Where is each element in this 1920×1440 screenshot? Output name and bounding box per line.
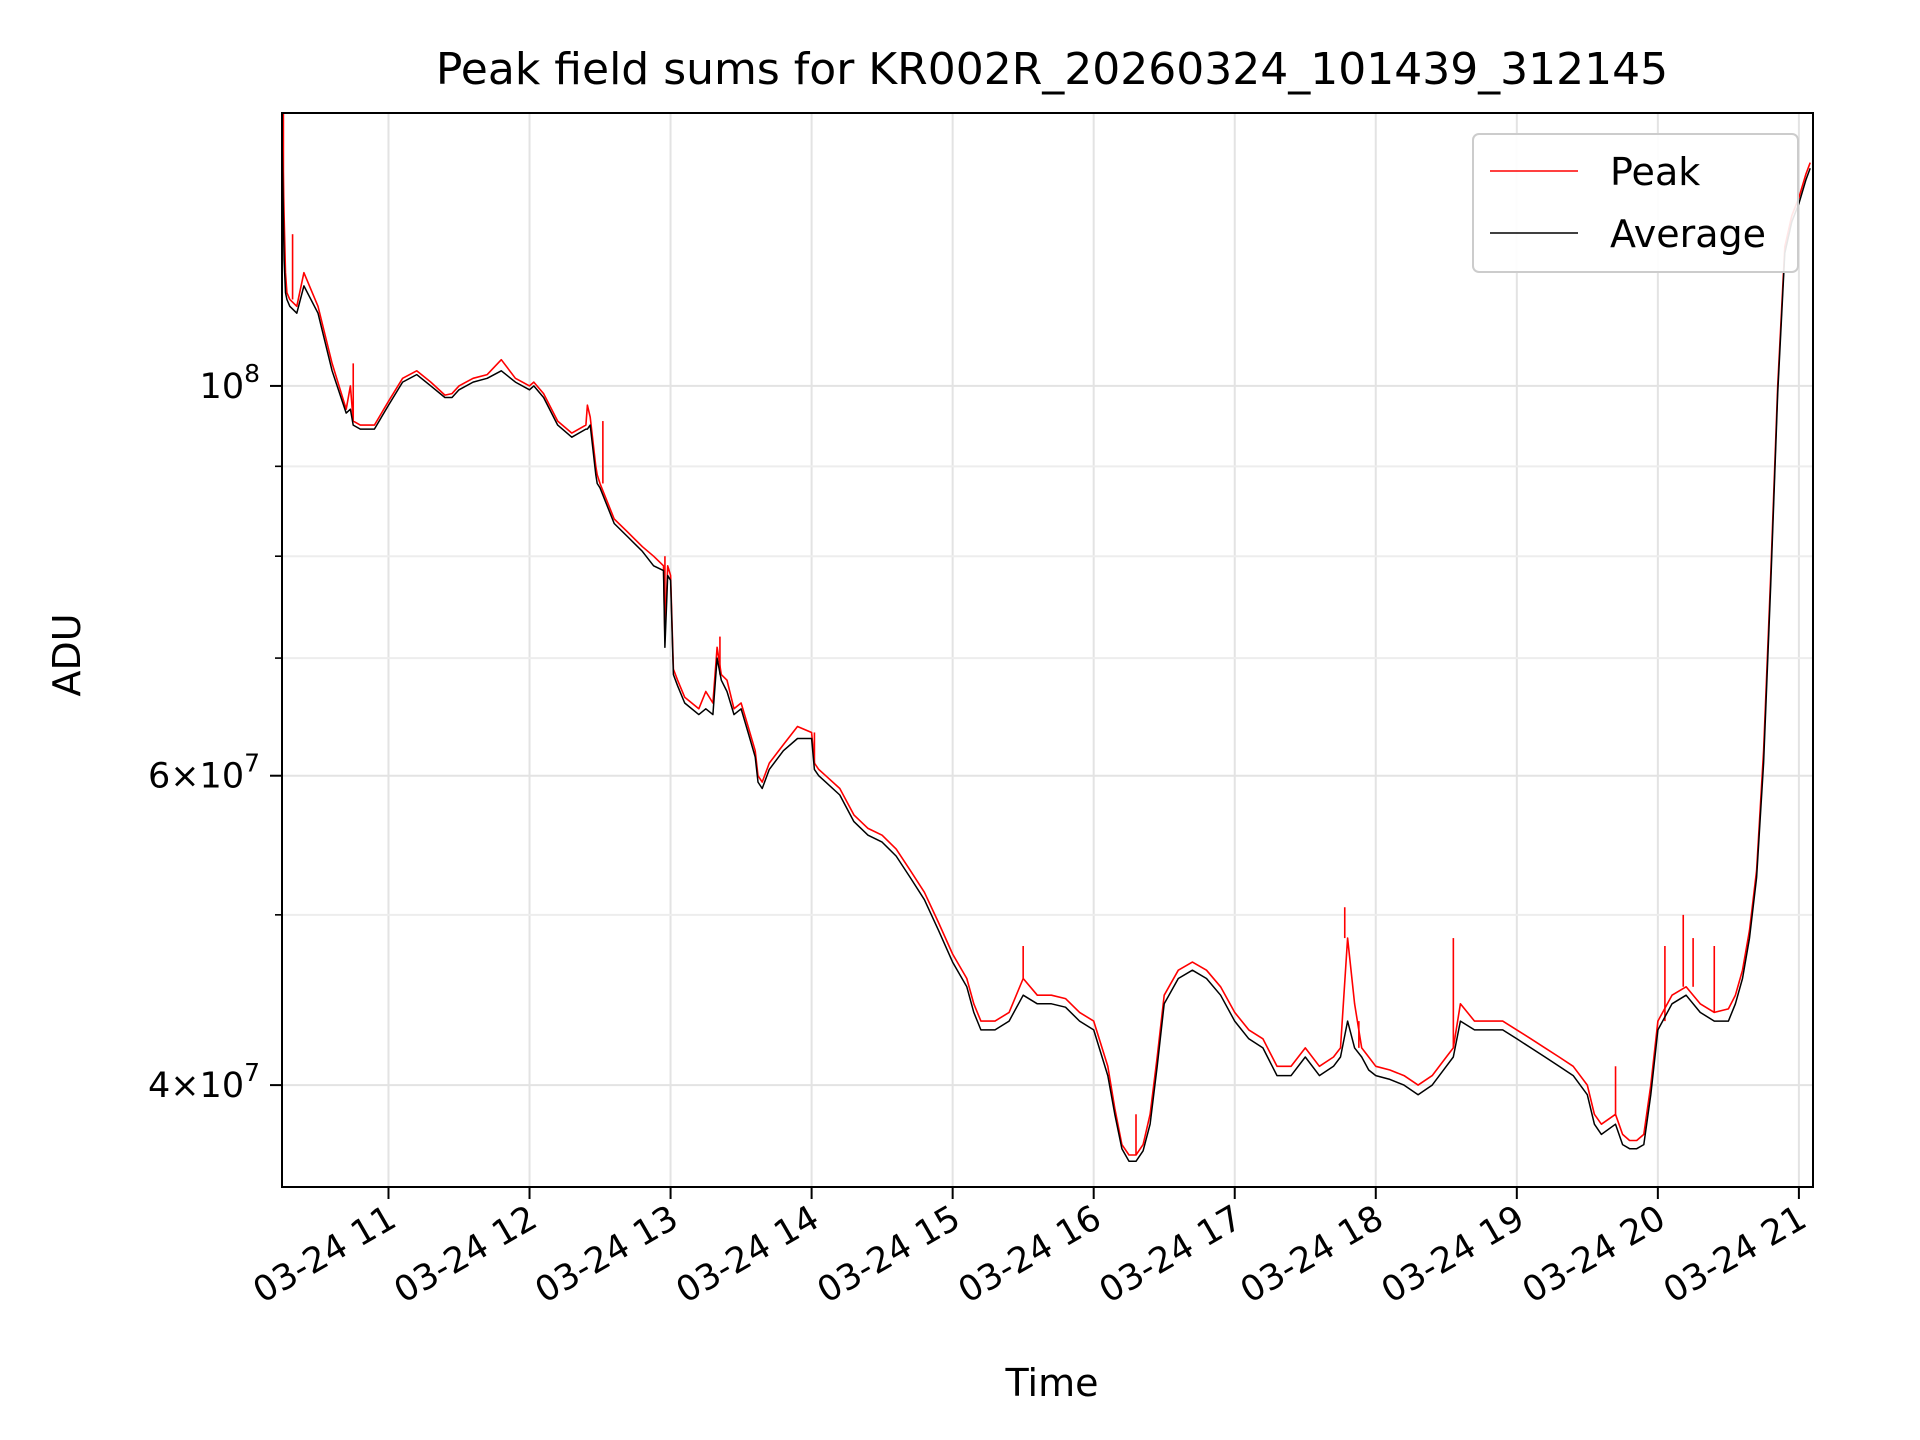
chart-title: Peak field sums for KR002R_20260324_1014… [436,44,1668,95]
y-tick-label: 6×107 [148,749,260,797]
series-line-peak [282,113,1811,1156]
y-axis-label: ADU [45,613,89,696]
grid [282,113,1813,1187]
x-axis-label: Time [1005,1361,1099,1405]
plot-lines [282,113,1811,1163]
legend-label-peak: Peak [1610,150,1700,194]
legend-label-average: Average [1610,212,1766,256]
legend: Peak Average [1472,133,1799,273]
axes-frame [281,112,1814,1188]
legend-box [1472,133,1799,273]
y-tick-label: 4×107 [148,1058,260,1106]
series-line-average [282,134,1811,1163]
